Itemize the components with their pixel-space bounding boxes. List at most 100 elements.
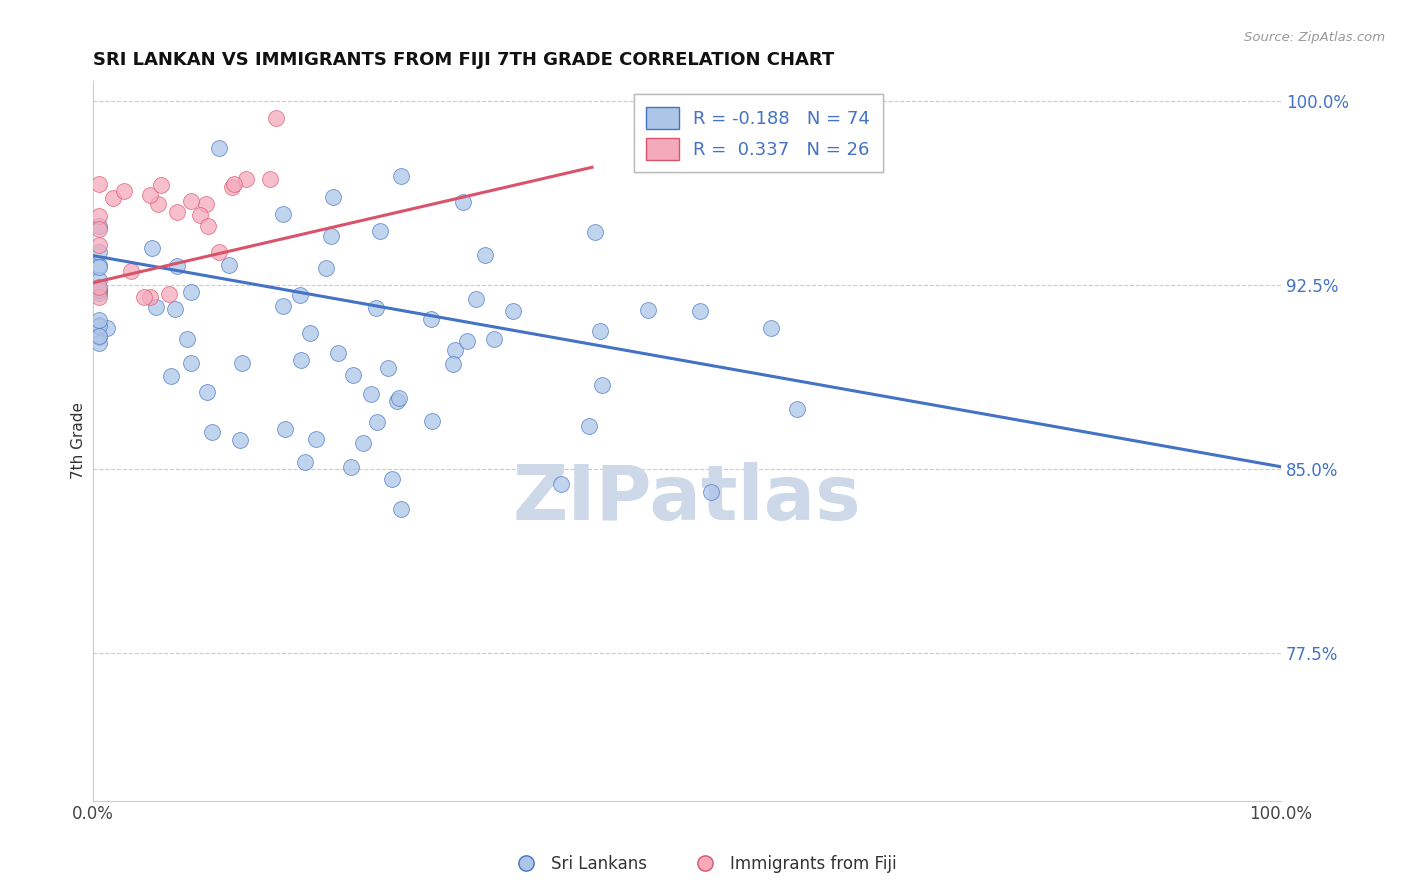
Point — [271, 207, 294, 221]
Point — [298, 326, 321, 340]
Point — [89, 284, 111, 298]
Point — [195, 197, 218, 211]
Point — [420, 414, 443, 428]
Point — [264, 111, 287, 125]
Point — [180, 356, 202, 370]
Point — [145, 300, 167, 314]
Point — [89, 318, 111, 333]
Point — [89, 336, 111, 351]
Point — [165, 301, 187, 316]
Point — [381, 472, 404, 486]
Point — [89, 260, 111, 275]
Point — [180, 285, 202, 299]
Point — [441, 357, 464, 371]
Point — [89, 209, 111, 223]
Point — [207, 141, 229, 155]
Point — [231, 356, 253, 370]
Point — [224, 177, 246, 191]
Point — [474, 248, 496, 262]
Point — [112, 184, 135, 198]
Point — [326, 345, 349, 359]
Point — [166, 260, 188, 274]
Point — [294, 455, 316, 469]
Point — [352, 435, 374, 450]
Point — [388, 391, 411, 405]
Point — [221, 180, 243, 194]
Point — [89, 280, 111, 294]
Point — [583, 226, 606, 240]
Point — [207, 244, 229, 259]
Point — [89, 313, 111, 327]
Point — [96, 321, 118, 335]
Point — [157, 287, 180, 301]
Point — [176, 332, 198, 346]
Point — [578, 418, 600, 433]
Point — [322, 190, 344, 204]
Point — [188, 208, 211, 222]
Point — [197, 219, 219, 233]
Point — [195, 384, 218, 399]
Point — [89, 283, 111, 297]
Point — [132, 290, 155, 304]
Point — [89, 286, 111, 301]
Point — [589, 325, 612, 339]
Point — [637, 302, 659, 317]
Point — [385, 394, 408, 409]
Point — [456, 334, 478, 349]
Point — [288, 288, 311, 302]
Point — [377, 361, 399, 376]
Text: SRI LANKAN VS IMMIGRANTS FROM FIJI 7TH GRADE CORRELATION CHART: SRI LANKAN VS IMMIGRANTS FROM FIJI 7TH G… — [93, 51, 834, 69]
Point — [465, 293, 488, 307]
Point — [166, 205, 188, 219]
Point — [305, 433, 328, 447]
Point — [180, 194, 202, 208]
Point — [368, 224, 391, 238]
Point — [315, 260, 337, 275]
Point — [699, 484, 721, 499]
Point — [139, 290, 162, 304]
Text: ZIPatlas: ZIPatlas — [513, 461, 862, 535]
Point — [342, 368, 364, 383]
Point — [120, 264, 142, 278]
Point — [89, 329, 111, 343]
Point — [271, 299, 294, 313]
Point — [89, 290, 111, 304]
Point — [502, 304, 524, 318]
Point — [484, 332, 506, 346]
Point — [389, 169, 412, 184]
Point — [290, 352, 312, 367]
Point — [273, 421, 295, 435]
Point — [101, 191, 124, 205]
Point — [444, 343, 467, 357]
Point — [89, 245, 111, 260]
Point — [160, 369, 183, 384]
Point — [218, 258, 240, 272]
Y-axis label: 7th Grade: 7th Grade — [72, 402, 86, 480]
Point — [146, 197, 169, 211]
Legend: R = -0.188   N = 74, R =  0.337   N = 26: R = -0.188 N = 74, R = 0.337 N = 26 — [634, 94, 883, 172]
Point — [89, 219, 111, 233]
Point — [89, 272, 111, 286]
Point — [451, 194, 474, 209]
Point — [364, 301, 387, 315]
Point — [259, 171, 281, 186]
Point — [149, 178, 172, 192]
Point — [89, 221, 111, 235]
Point — [389, 502, 412, 516]
Point — [89, 318, 111, 333]
Point — [235, 172, 257, 186]
Point — [89, 330, 111, 344]
Point — [339, 459, 361, 474]
Point — [201, 425, 224, 439]
Point — [689, 303, 711, 318]
Point — [139, 188, 162, 202]
Legend: Sri Lankans, Immigrants from Fiji: Sri Lankans, Immigrants from Fiji — [502, 848, 904, 880]
Point — [366, 415, 388, 429]
Point — [89, 258, 111, 272]
Text: Source: ZipAtlas.com: Source: ZipAtlas.com — [1244, 31, 1385, 45]
Point — [141, 241, 163, 255]
Point — [319, 229, 342, 244]
Point — [591, 378, 613, 392]
Point — [759, 320, 782, 334]
Point — [420, 311, 443, 326]
